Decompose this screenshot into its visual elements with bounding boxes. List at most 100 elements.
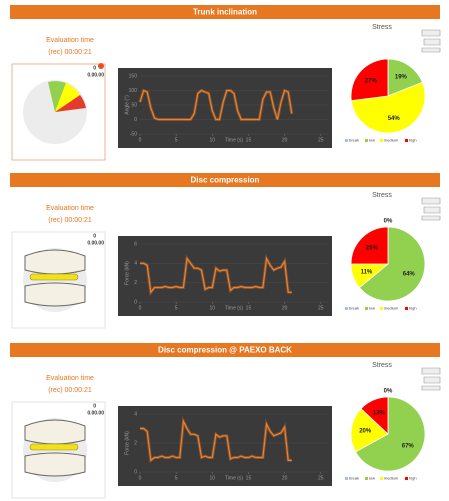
y-tick-label: 6 xyxy=(134,241,137,247)
y-tick-label: 0 xyxy=(134,469,137,475)
x-tick-label: 0 xyxy=(139,475,142,481)
x-tick-label: 25 xyxy=(318,305,324,311)
section-title: Trunk inclination xyxy=(193,8,257,17)
legend-label: low xyxy=(369,306,375,311)
line xyxy=(140,256,292,294)
x-axis-label: Time (s) xyxy=(225,137,243,143)
gauge-count: 0 xyxy=(93,233,96,239)
x-tick-label: 25 xyxy=(318,137,324,143)
gauge-time: 0.00.00 xyxy=(87,72,104,78)
pie-slice xyxy=(358,226,426,302)
vertebra xyxy=(421,29,441,53)
pie-slice xyxy=(350,58,389,102)
spine-icon xyxy=(421,29,441,53)
line xyxy=(140,419,292,462)
legend-label: low xyxy=(369,476,375,481)
pie-slice xyxy=(350,226,389,265)
pie-slice xyxy=(387,58,423,97)
y-tick-label: 100 xyxy=(129,88,138,94)
eval-time: (rec) 00:00:21 xyxy=(48,49,92,56)
data-label: 25% xyxy=(366,245,379,251)
pie-slice xyxy=(350,81,426,134)
pie-slice xyxy=(355,396,426,472)
line xyxy=(139,89,293,121)
vertebra-icon xyxy=(24,249,86,307)
legend-label: high xyxy=(409,306,417,311)
legend-label: low xyxy=(369,138,375,143)
y-tick-label: 0 xyxy=(134,299,137,305)
data-label: 0% xyxy=(384,389,393,395)
data-label: 27% xyxy=(365,78,378,84)
disc xyxy=(29,273,79,281)
status-dot xyxy=(98,63,104,69)
eval-time: (rec) 00:00:21 xyxy=(48,217,92,224)
gauge-time: 0.00.00 xyxy=(87,240,104,246)
legend-swatch xyxy=(380,477,383,480)
x-tick-label: 15 xyxy=(246,475,252,481)
pie-slice xyxy=(360,396,389,435)
x-tick-label: 5 xyxy=(175,137,178,143)
eval-label: Evaluation time xyxy=(46,205,94,212)
legend-label: break xyxy=(349,306,359,311)
data-label: 20% xyxy=(359,429,372,435)
x-tick-label: 10 xyxy=(210,475,216,481)
disc xyxy=(29,443,79,451)
legend-swatch xyxy=(365,477,368,480)
y-axis-label: Force (kN) xyxy=(124,431,130,455)
spine-icon xyxy=(421,367,441,391)
data-label: 54% xyxy=(388,116,401,122)
legend-swatch xyxy=(365,139,368,142)
y-tick-label: 2 xyxy=(134,280,137,286)
legend-label: high xyxy=(409,138,417,143)
legend-label: medium xyxy=(384,138,399,143)
x-tick-label: 5 xyxy=(175,475,178,481)
legend-label: high xyxy=(409,476,417,481)
data-label: 13% xyxy=(373,411,386,417)
x-axis-label: Time (s) xyxy=(225,305,243,311)
legend-swatch xyxy=(380,307,383,310)
y-tick-label: 50 xyxy=(131,102,137,108)
spine-icon xyxy=(421,197,441,221)
y-tick-label: 2 xyxy=(134,440,137,446)
legend-swatch xyxy=(365,307,368,310)
legend-swatch xyxy=(405,307,408,310)
x-tick-label: 20 xyxy=(282,305,288,311)
legend-label: medium xyxy=(384,306,399,311)
chart-background xyxy=(118,236,332,316)
y-tick-label: 4 xyxy=(134,261,137,267)
x-tick-label: 25 xyxy=(318,475,324,481)
x-tick-label: 20 xyxy=(282,137,288,143)
pie-title: Stress xyxy=(372,24,392,31)
pie-title: Stress xyxy=(372,192,392,199)
legend-label: break xyxy=(349,476,359,481)
y-axis-label: Angle (°) xyxy=(124,95,130,115)
section-title: Disc compression xyxy=(191,176,260,185)
gauge-red xyxy=(55,95,86,112)
legend-label: break xyxy=(349,138,359,143)
data-label: 67% xyxy=(402,443,415,449)
y-tick-label: -50 xyxy=(130,131,137,137)
y-axis-label: Force (kN) xyxy=(124,261,130,285)
eval-time: (rec) 00:00:21 xyxy=(48,387,92,394)
x-tick-label: 5 xyxy=(175,305,178,311)
vertebra xyxy=(421,197,441,221)
section-header xyxy=(10,173,440,187)
chart-background xyxy=(118,406,332,486)
legend-swatch xyxy=(345,307,348,310)
section-header xyxy=(10,5,440,19)
section-header xyxy=(10,343,440,357)
legend-swatch xyxy=(345,139,348,142)
x-tick-label: 20 xyxy=(282,475,288,481)
y-tick-label: 4 xyxy=(134,411,137,417)
gauge-green xyxy=(48,81,66,112)
gauge-count: 0 xyxy=(93,65,96,71)
x-tick-label: 10 xyxy=(210,305,216,311)
legend-swatch xyxy=(345,477,348,480)
gauge-yellow xyxy=(55,83,80,112)
data-label: 0% xyxy=(384,219,393,225)
legend-swatch xyxy=(405,139,408,142)
y-tick-label: 0 xyxy=(134,117,137,123)
vertebra xyxy=(421,367,441,391)
x-tick-label: 15 xyxy=(246,137,252,143)
eval-label: Evaluation time xyxy=(46,375,94,382)
